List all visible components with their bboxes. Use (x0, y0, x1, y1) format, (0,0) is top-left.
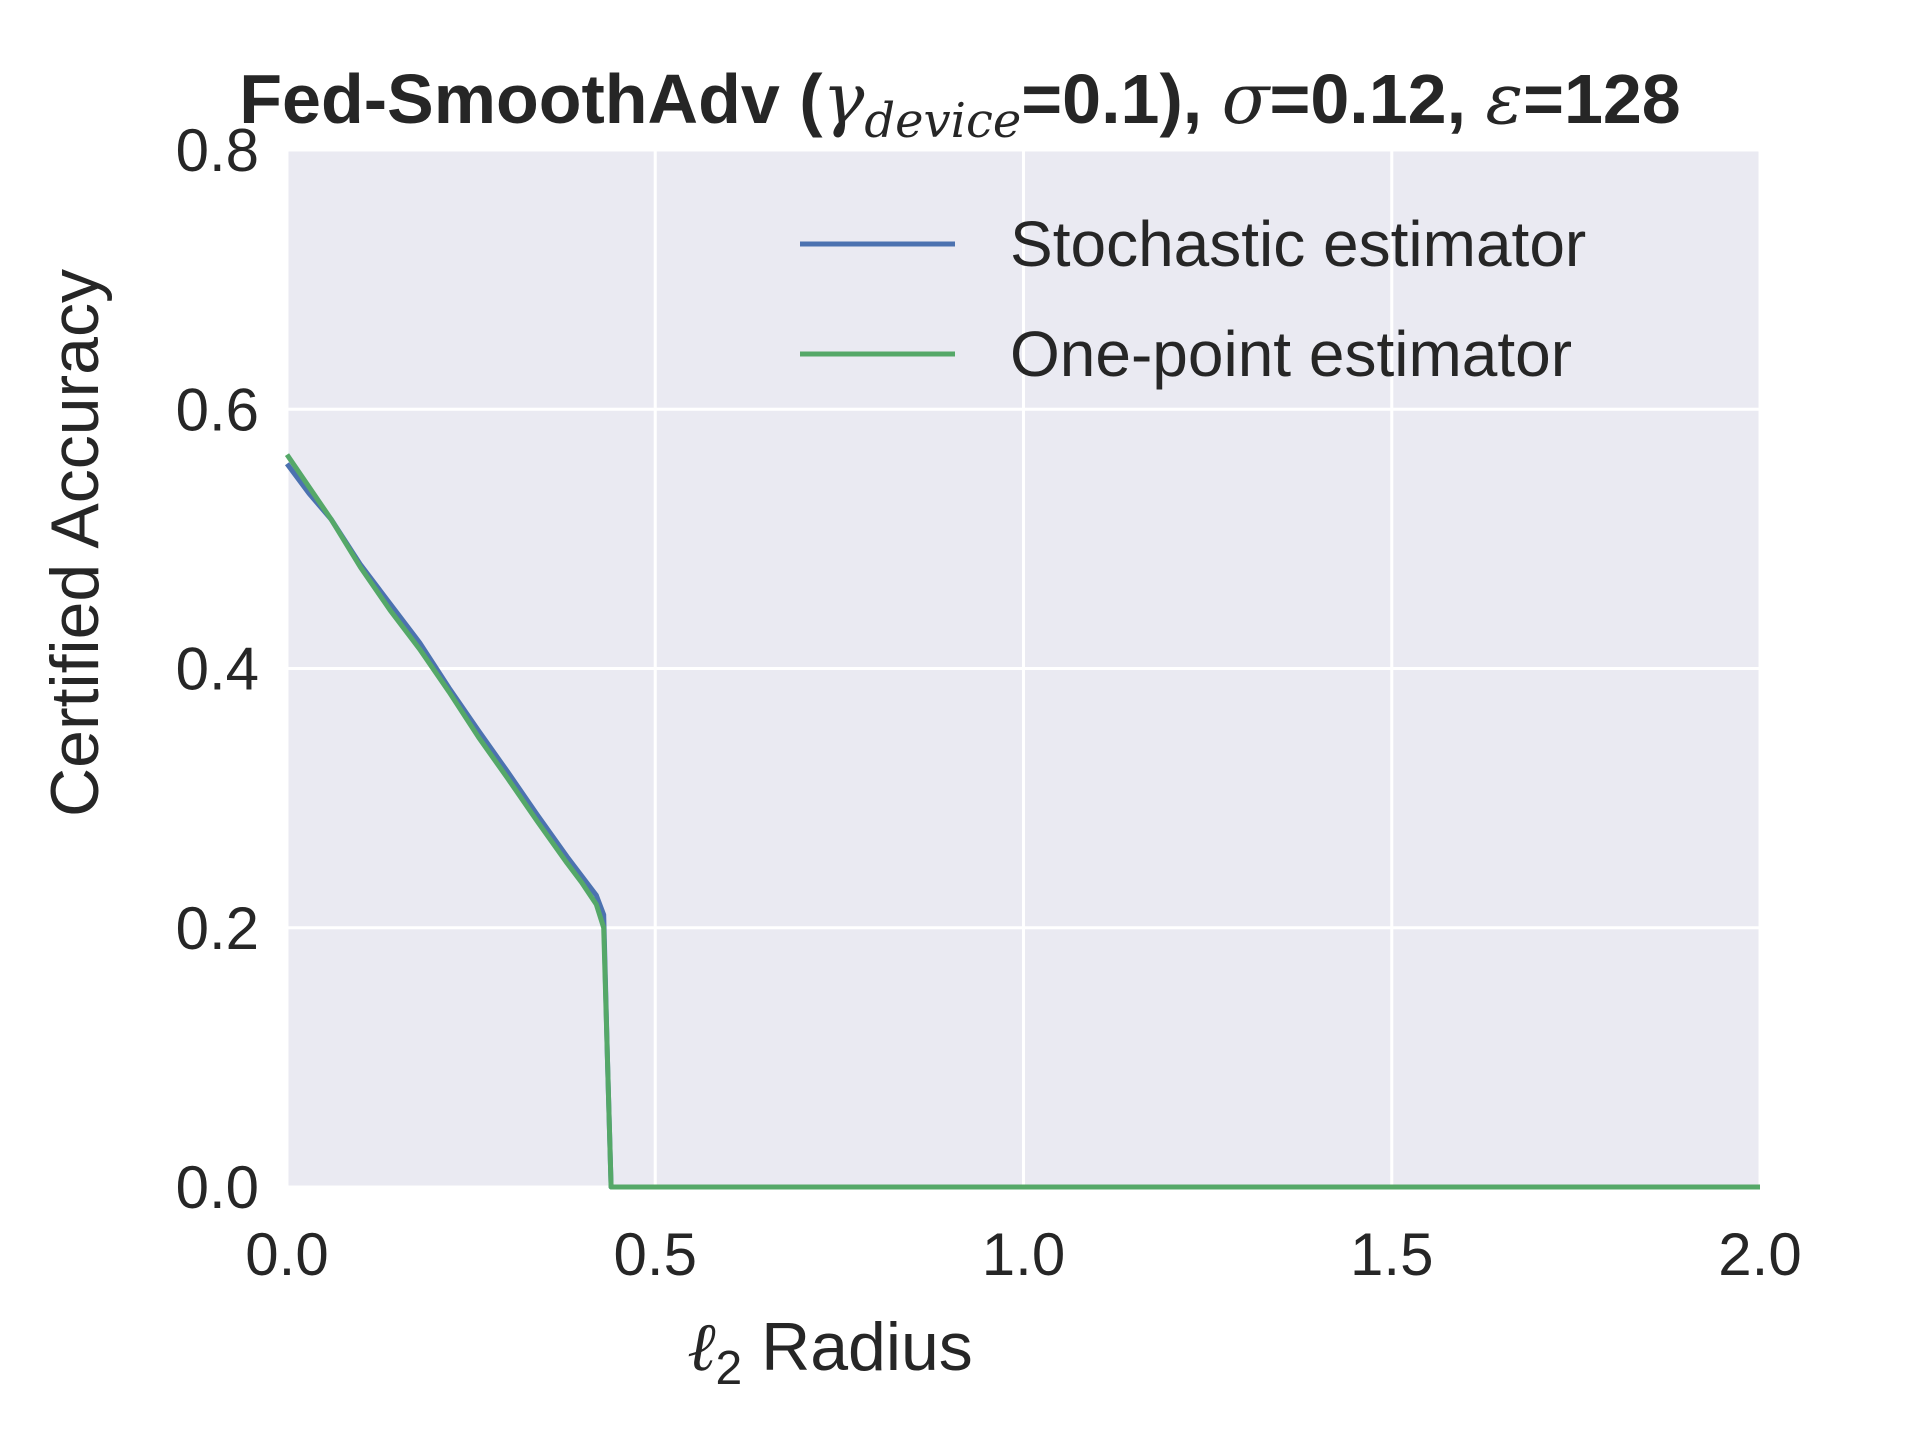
y-axis-label: Certified Accuracy (37, 269, 113, 817)
y-tick-labels: 0.0 0.2 0.4 0.6 0.8 (176, 117, 259, 1221)
y-tick-label: 0.0 (176, 1154, 259, 1221)
y-tick-label: 0.2 (176, 895, 259, 962)
series-lines (284, 453, 1760, 1190)
y-tick-label: 0.4 (176, 636, 259, 703)
legend-label: Stochastic estimator (1010, 208, 1586, 280)
x-tick-label: 0.5 (614, 1221, 697, 1288)
series-line-1 (284, 453, 1760, 1190)
x-axis-label: ℓ2 Radius (687, 1308, 973, 1395)
x-tick-label: 0.0 (245, 1221, 328, 1288)
x-tick-labels: 0.0 0.5 1.0 1.5 2.0 (245, 1221, 1801, 1288)
x-tick-label: 1.5 (1350, 1221, 1433, 1288)
x-tick-label: 2.0 (1718, 1221, 1801, 1288)
legend: Stochastic estimator One-point estimator (800, 208, 1586, 390)
y-tick-label: 0.8 (176, 117, 259, 184)
x-tick-label: 1.0 (982, 1221, 1065, 1288)
chart-title: Fed-SmoothAdv (γdevice=0.1), σ=0.12, ε=1… (239, 58, 1680, 149)
legend-label: One-point estimator (1010, 318, 1572, 390)
y-tick-label: 0.6 (176, 376, 259, 443)
